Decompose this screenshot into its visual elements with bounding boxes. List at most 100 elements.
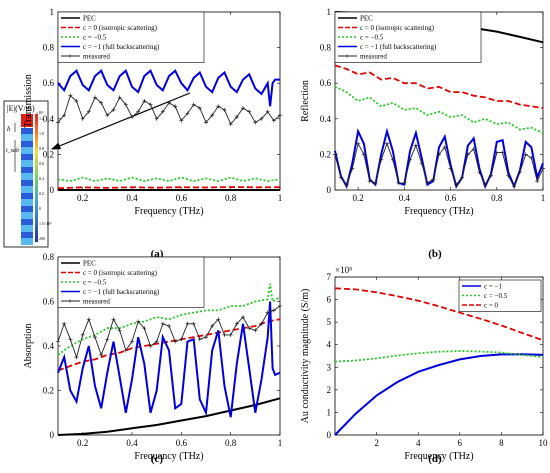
- measured-point: [465, 152, 470, 157]
- inset-band-light: [21, 160, 33, 167]
- x-tick-label: 0.2: [77, 438, 88, 448]
- measured-point: [191, 321, 196, 326]
- y-axis-label: Reflection: [300, 80, 311, 122]
- measured-point: [500, 150, 505, 155]
- inset-field-top: [21, 114, 33, 127]
- measured-point: [483, 182, 488, 187]
- inset-tick-label: 0.6: [39, 161, 44, 166]
- measured-point: [265, 310, 270, 315]
- measured-point: [350, 166, 355, 171]
- x-tick-label: 0.6: [445, 193, 457, 203]
- y-tick-label: 1: [50, 7, 55, 17]
- y-tick-label: 0.6: [43, 78, 55, 88]
- y-tick-label: 0.8: [43, 252, 55, 262]
- measured-point: [259, 321, 264, 326]
- measured-point: [253, 328, 258, 333]
- series-line-c1: [334, 353, 544, 436]
- y-tick-label: 0.6: [320, 78, 332, 88]
- measured-point: [425, 180, 430, 185]
- measured-point: [419, 161, 424, 166]
- measured-point: [123, 348, 128, 353]
- legend-label-measured: measured: [83, 298, 110, 306]
- inset-tick-label: 0.2: [39, 191, 44, 196]
- y-tick-label: 3: [327, 362, 332, 372]
- measured-point: [160, 109, 165, 114]
- measured-point: [130, 339, 134, 344]
- inset-band-light: [21, 225, 33, 232]
- series-line-c1: [57, 68, 280, 107]
- measured-point: [216, 317, 221, 322]
- measured-point: [222, 107, 227, 112]
- measured-point: [210, 323, 215, 328]
- x-tick-label: 0.4: [126, 438, 138, 448]
- inset-tsub-label: t_sub: [6, 148, 19, 154]
- measured-point: [442, 145, 447, 150]
- measured-point: [167, 323, 171, 328]
- x-tick-label: 0.4: [399, 193, 411, 203]
- measured-point: [136, 319, 141, 324]
- measured-point: [241, 315, 245, 320]
- measured-point: [344, 182, 349, 187]
- inset-title: |E|(V/m): [7, 104, 35, 113]
- legend-label-c1: c = −1 (full backscattering): [83, 43, 160, 51]
- measured-point: [471, 147, 476, 152]
- y-tick-label: 0: [327, 185, 332, 195]
- legend-label-measured: measured: [360, 53, 387, 61]
- y-tick-label: 2: [327, 385, 332, 395]
- inset-field-bands: [21, 128, 33, 245]
- measured-point: [130, 115, 134, 120]
- measured-point: [437, 152, 441, 157]
- inset-band-dark: [21, 219, 33, 225]
- measured-point: [402, 180, 407, 185]
- measured-point: [390, 157, 395, 162]
- legend-label-c0: c = 0: [484, 302, 499, 310]
- y-tick-label: 7: [327, 272, 332, 282]
- panel-d: 2 4 6 8 10 0 1 2 3 4 5 6 7 Frequency (THz) Au conducti…: [300, 265, 548, 465]
- measured-point: [361, 152, 366, 157]
- inset-band-light: [21, 134, 33, 141]
- inset-scale: ×10⁶: [36, 110, 44, 115]
- legend-label-pec: PEC: [83, 260, 96, 268]
- x-tick-label: 0.8: [491, 193, 503, 203]
- series-line-measured: [57, 94, 281, 125]
- y-tick-label: 4: [327, 340, 332, 350]
- legend-box: [57, 256, 205, 308]
- measured-point: [338, 175, 343, 180]
- measured-point: [385, 141, 389, 146]
- measured-point: [413, 143, 418, 148]
- inset-tick-label: 0.4: [39, 176, 44, 181]
- measured-point: [431, 177, 436, 182]
- inset-band-light: [21, 186, 33, 193]
- measured-point: [197, 337, 202, 342]
- y-axis-label: Transmission: [23, 74, 34, 128]
- y-tick-label: 0.4: [43, 114, 55, 124]
- y-tick-label: 0.6: [43, 297, 55, 307]
- x-tick-label: 0.6: [176, 438, 188, 448]
- inset-tick-label: 1.0: [39, 131, 44, 136]
- x-tick-label: 2: [374, 438, 379, 448]
- measured-point: [265, 109, 270, 114]
- measured-point: [80, 332, 85, 337]
- series-line-c1: [57, 301, 281, 418]
- measured-point: [379, 157, 384, 162]
- measured-point: [80, 116, 85, 121]
- measured-point: [278, 303, 282, 308]
- panel-label: (d): [428, 453, 442, 465]
- measured-point: [210, 113, 215, 118]
- y-tick-label: 1: [327, 7, 332, 17]
- measured-point: [74, 355, 79, 360]
- y-tick-label: 0.2: [320, 149, 331, 159]
- legend-label-c0: c = 0 (isotropic scattering): [83, 269, 158, 277]
- measured-point: [535, 179, 540, 184]
- legend-label-c0: c = 0 (isotropic scattering): [83, 24, 158, 32]
- measured-point: [216, 104, 221, 109]
- inset-tick-label: 1.2: [39, 116, 44, 121]
- y-tick-label: 0.2: [43, 386, 54, 396]
- series-line-c0: [334, 64, 544, 109]
- legend-label-c05: c = −0.5: [360, 34, 384, 42]
- legend-label-c05: c = −0.5: [83, 279, 107, 287]
- measured-point: [56, 339, 60, 344]
- measured-point: [373, 180, 378, 185]
- x-axis-label: Frequency (THz): [404, 451, 473, 462]
